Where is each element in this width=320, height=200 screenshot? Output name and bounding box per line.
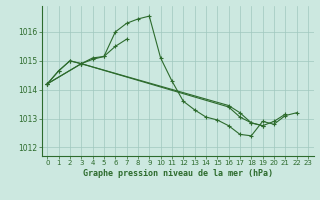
X-axis label: Graphe pression niveau de la mer (hPa): Graphe pression niveau de la mer (hPa)	[83, 169, 273, 178]
